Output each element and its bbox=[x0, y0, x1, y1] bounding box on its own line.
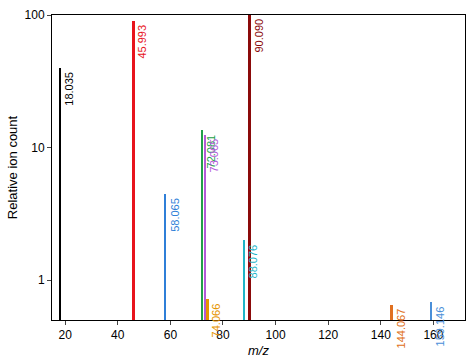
svg-text:Relative ion count: Relative ion count bbox=[5, 115, 20, 219]
svg-text:60: 60 bbox=[164, 328, 178, 342]
svg-text:100: 100 bbox=[25, 8, 45, 22]
svg-text:58.065: 58.065 bbox=[169, 198, 181, 232]
svg-text:120: 120 bbox=[318, 328, 338, 342]
svg-text:90.090: 90.090 bbox=[253, 19, 265, 53]
svg-text:80: 80 bbox=[216, 328, 230, 342]
svg-text:18.035: 18.035 bbox=[63, 72, 75, 106]
svg-text:45.993: 45.993 bbox=[136, 25, 148, 59]
svg-text:72.081: 72.081 bbox=[205, 135, 217, 169]
svg-text:160: 160 bbox=[423, 328, 443, 342]
svg-text:74.066: 74.066 bbox=[210, 304, 222, 338]
svg-text:20: 20 bbox=[58, 328, 72, 342]
svg-text:1: 1 bbox=[38, 273, 45, 287]
svg-text:40: 40 bbox=[111, 328, 125, 342]
svg-text:100: 100 bbox=[266, 328, 286, 342]
svg-text:88.076: 88.076 bbox=[247, 245, 259, 279]
svg-text:140: 140 bbox=[371, 328, 391, 342]
svg-text:10: 10 bbox=[31, 141, 45, 155]
svg-text:144.067: 144.067 bbox=[395, 309, 407, 349]
svg-text:159.146: 159.146 bbox=[434, 307, 446, 347]
svg-text:73.065: 73.065 bbox=[208, 139, 220, 173]
svg-text:m/z: m/z bbox=[248, 343, 269, 358]
